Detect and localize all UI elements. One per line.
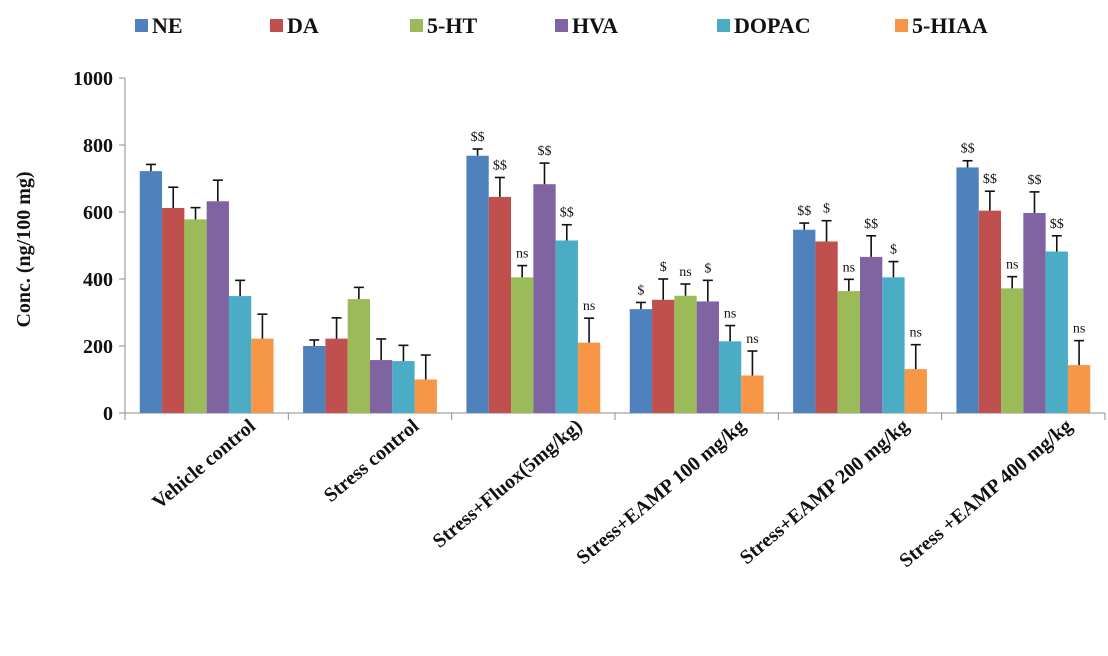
- category-labels: Vehicle control Stress control Stress+Fluo…: [148, 415, 1076, 572]
- significance-label: $: [660, 260, 667, 275]
- bar-hva-5: [860, 256, 883, 413]
- bar-5-hiaa-1: [251, 338, 274, 413]
- legend-label-hva: HVA: [572, 13, 618, 38]
- bar-ne-1: [139, 171, 163, 413]
- bar-5-ht-6: [1001, 288, 1024, 413]
- bar-da-3: [488, 196, 512, 413]
- y-axis-title: Conc. (ng/100 mg): [13, 171, 35, 327]
- significance-label: $$: [797, 204, 811, 219]
- bar-dopac-5: [882, 277, 905, 413]
- significance-label: ns: [746, 332, 758, 347]
- significance-label: $$: [493, 158, 507, 173]
- bar-5-ht-5: [837, 291, 860, 413]
- bar-hva-4: [696, 301, 719, 413]
- significance-label: $: [890, 243, 897, 258]
- category-label: Stress control: [320, 415, 424, 507]
- significance-label: $$: [471, 130, 485, 145]
- y-tick-label: 600: [83, 202, 113, 224]
- y-tick-label: 800: [83, 135, 113, 157]
- y-tick-label: 200: [83, 336, 113, 358]
- bar-5-hiaa-2: [414, 379, 437, 413]
- significance-label: $: [637, 283, 644, 298]
- bar-ne-5: [793, 229, 816, 413]
- bar-ne-3: [466, 155, 489, 413]
- axes: 0 200 400 600 800 1000 Conc. (ng/100 mg): [13, 68, 1106, 425]
- significance-label: $$: [1027, 173, 1041, 188]
- category-label: Vehicle control: [148, 415, 260, 514]
- category-label: Stress +EAMP 400 mg/kg: [895, 415, 1076, 572]
- significance-label: $$: [983, 172, 997, 187]
- significance-label: $: [823, 202, 830, 217]
- bar-da-6: [978, 210, 1002, 413]
- legend-label-da: DA: [287, 13, 319, 38]
- significance-label: ns: [1006, 258, 1018, 273]
- bar-5-ht-3: [511, 277, 534, 413]
- significance-label: ns: [1073, 322, 1085, 337]
- category-label: Stress+EAMP 200 mg/kg: [736, 415, 914, 569]
- legend-swatch-hva: [555, 19, 568, 32]
- bar-ne-6: [956, 167, 979, 413]
- bar-dopac-2: [392, 361, 415, 413]
- bar-dopac-6: [1045, 251, 1068, 413]
- significance-label: $$: [961, 142, 975, 157]
- bar-da-2: [325, 338, 348, 413]
- bar-5-ht-4: [674, 295, 697, 413]
- bar-da-5: [815, 241, 838, 413]
- bar-hva-1: [206, 201, 229, 413]
- legend-swatch-ne: [135, 19, 148, 32]
- significance-label: $$: [537, 144, 551, 159]
- significance-label: $$: [864, 217, 878, 232]
- bar-5-hiaa-6: [1067, 365, 1091, 413]
- significance-label: ns: [910, 326, 922, 341]
- bar-hva-2: [370, 360, 393, 413]
- category-label: Stress+Fluox(5mg/kg): [429, 415, 587, 553]
- category-label: Stress+EAMP 100 mg/kg: [572, 415, 750, 569]
- legend-swatch-dopac: [717, 19, 730, 32]
- bar-5-hiaa-3: [577, 342, 601, 413]
- bar-5-hiaa-5: [904, 369, 927, 413]
- legend-swatch-5-hiaa: [895, 19, 908, 32]
- bar-5-hiaa-4: [741, 375, 764, 413]
- significance-label: $$: [560, 206, 574, 221]
- significance-label: ns: [679, 265, 691, 280]
- bar-ne-4: [629, 309, 653, 413]
- bar-hva-6: [1023, 213, 1046, 413]
- legend-label-dopac: DOPAC: [734, 13, 811, 38]
- bar-da-4: [652, 299, 675, 413]
- y-tick-label: 0: [103, 403, 113, 425]
- legend-swatch-da: [270, 19, 283, 32]
- legend-label-5-ht: 5-HT: [427, 13, 477, 38]
- significance-label: $: [704, 261, 711, 276]
- legend: NE DA 5-HT HVA DOPAC 5-HIAA: [135, 13, 988, 38]
- significance-label: ns: [583, 299, 595, 314]
- bar-hva-3: [533, 184, 556, 413]
- bar-5-ht-2: [347, 299, 370, 413]
- legend-label-5-hiaa: 5-HIAA: [912, 13, 988, 38]
- legend-swatch-5-ht: [410, 19, 423, 32]
- significance-label: ns: [516, 247, 528, 262]
- y-tick-label: 1000: [73, 68, 113, 90]
- bar-5-ht-1: [184, 219, 207, 413]
- y-tick-label: 400: [83, 269, 113, 291]
- significance-label: ns: [724, 307, 736, 322]
- significance-label: $$: [1050, 217, 1064, 232]
- significance-label: ns: [843, 260, 855, 275]
- bar-dopac-3: [555, 240, 578, 413]
- bar-dopac-1: [228, 296, 252, 413]
- bar-ne-2: [303, 346, 326, 413]
- bar-da-1: [162, 207, 185, 413]
- bar-dopac-4: [718, 341, 742, 413]
- legend-label-ne: NE: [152, 13, 183, 38]
